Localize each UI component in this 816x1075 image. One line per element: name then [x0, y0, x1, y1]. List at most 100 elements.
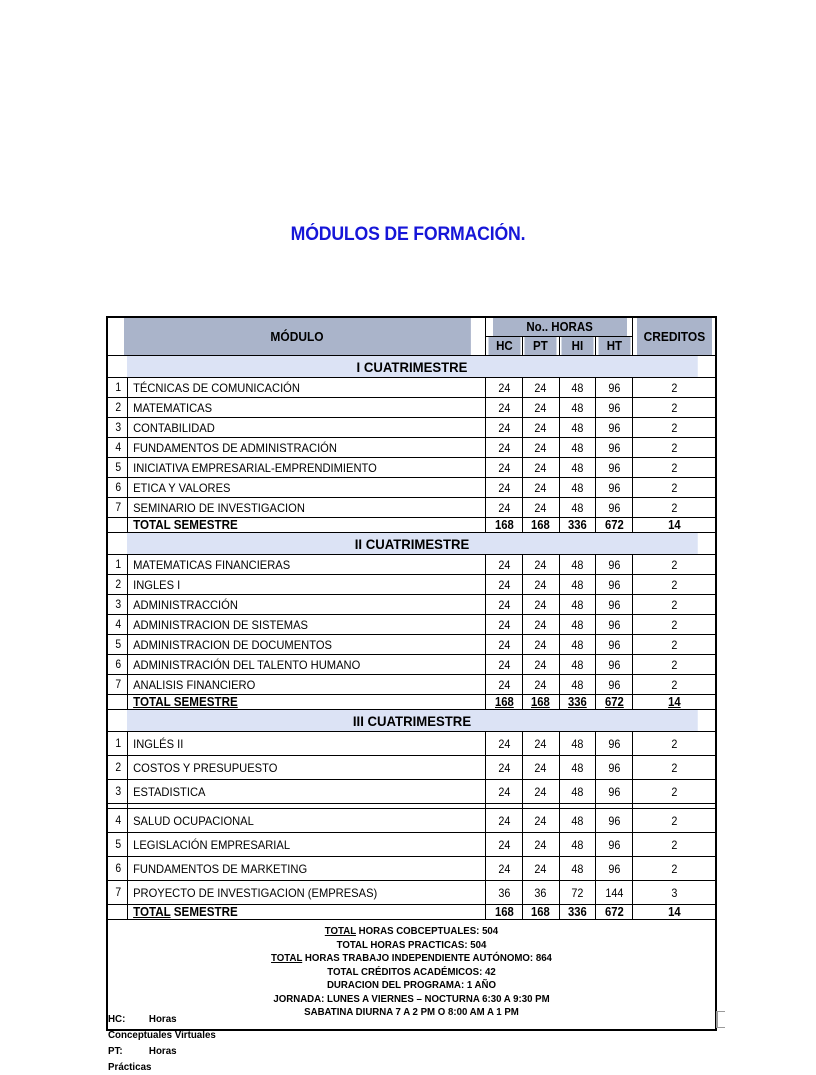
section-band-label: III CUATRIMESTRE	[125, 709, 698, 732]
table-row: 4 SALUD OCUPACIONAL 24 24 48 96 2	[108, 808, 716, 833]
header-creditos: CREDITOS	[635, 317, 713, 356]
header-hc: HC	[486, 336, 522, 356]
row-pt: 24	[523, 377, 558, 398]
row-number: 6	[108, 856, 128, 881]
row-hc: 36	[486, 880, 521, 905]
total-label-rest: SEMESTRE	[170, 905, 238, 919]
summary-row: TOTAL HORAS COBCEPTUALES: 504 TOTAL HORA…	[107, 919, 716, 1030]
row-pt: 24	[523, 417, 558, 438]
row-ht: 96	[597, 755, 632, 780]
table-row: 5 LEGISLACIÓN EMPRESARIAL 24 24 48 96 2	[108, 832, 716, 857]
row-creditos: 2	[636, 497, 712, 518]
row-pt: 24	[523, 832, 558, 857]
row-hi: 48	[560, 477, 595, 498]
row-hi: 48	[560, 614, 595, 635]
legend-row-pt: PT: Horas	[108, 1043, 387, 1059]
row-pt: 24	[523, 457, 558, 478]
summary-line-5: DURACION DEL PROGRAMA: 1 AÑO	[326, 979, 497, 991]
row-number: 2	[108, 574, 128, 595]
row-number: 4	[108, 437, 128, 458]
row-module-name: FUNDAMENTOS DE MARKETING	[127, 856, 461, 881]
row-number: 3	[108, 417, 128, 438]
row-ht: 96	[597, 477, 632, 498]
row-module-name: MATEMATICAS	[127, 397, 461, 418]
table-row: 2 MATEMATICAS 24 24 48 96 2	[108, 397, 716, 418]
total-row-number-cell	[106, 694, 129, 710]
section-band-label: I CUATRIMESTRE	[125, 355, 698, 378]
row-number: 4	[108, 808, 128, 833]
row-number: 5	[108, 832, 128, 857]
table-row: 3 ESTADISTICA 24 24 48 96 2	[108, 779, 716, 804]
row-hc: 24	[486, 832, 521, 857]
table-row: 4 ADMINISTRACION DE SISTEMAS 24 24 48 96 2	[108, 614, 716, 635]
row-module-name: COSTOS Y PRESUPUESTO	[127, 755, 461, 780]
row-pt: 24	[523, 497, 558, 518]
row-module-name: PROYECTO DE INVESTIGACION (EMPRESAS)	[127, 880, 461, 905]
total-hc: 168	[486, 517, 521, 533]
row-creditos: 2	[636, 437, 712, 458]
row-creditos: 2	[636, 755, 712, 780]
row-ht: 96	[597, 554, 632, 575]
row-creditos: 2	[636, 634, 712, 655]
row-hi: 48	[560, 397, 595, 418]
row-module-name: INICIATIVA EMPRESARIAL-EMPRENDIMIENTO	[127, 457, 461, 478]
total-label-underlined: TOTAL	[133, 905, 171, 919]
row-module-name: ADMINISTRACION DE DOCUMENTOS	[127, 634, 461, 655]
summary-line-3-underlined: TOTAL	[271, 952, 303, 964]
row-hc: 24	[486, 808, 521, 833]
row-number: 6	[108, 477, 128, 498]
total-creditos: 14	[636, 694, 712, 710]
row-hi: 48	[560, 808, 595, 833]
row-hc: 24	[486, 377, 521, 398]
total-label: TOTAL SEMESTRE	[127, 904, 461, 920]
row-creditos: 2	[636, 674, 712, 695]
row-ht: 96	[597, 654, 632, 675]
table-row: 1 INGLÉS II 24 24 48 96 2	[108, 731, 716, 756]
summary-line-1-underlined: TOTAL	[324, 925, 356, 937]
legend-hc-key: HC:	[108, 1013, 126, 1025]
table-row: 6 ETICA Y VALORES 24 24 48 96 2	[108, 477, 716, 498]
row-pt: 24	[523, 574, 558, 595]
header-hi: HI	[560, 336, 595, 356]
total-pt: 168	[523, 694, 558, 710]
row-hc: 24	[486, 856, 521, 881]
row-ht: 96	[597, 594, 632, 615]
summary-line-7: SABATINA DIURNA 7 A 2 PM O 8:00 AM A 1 P…	[304, 1006, 519, 1018]
summary-line-1: TOTAL HORAS COBCEPTUALES: 504	[136, 925, 687, 939]
row-creditos: 2	[636, 654, 712, 675]
row-pt: 24	[523, 594, 558, 615]
summary-line-3: TOTAL HORAS TRABAJO INDEPENDIENTE AUTÓNO…	[136, 952, 687, 966]
table-row: 6 FUNDAMENTOS DE MARKETING 24 24 48 96 2	[108, 856, 716, 881]
row-number: 1	[108, 377, 128, 398]
row-creditos: 2	[636, 614, 712, 635]
row-module-name: INGLÉS II	[127, 731, 461, 756]
row-module-name: TÉCNICAS DE COMUNICACIÓN	[127, 377, 461, 398]
total-pt: 168	[523, 904, 558, 920]
row-hc: 24	[486, 614, 521, 635]
row-creditos: 3	[636, 880, 712, 905]
row-hi: 48	[560, 417, 595, 438]
row-module-name: INGLES I	[127, 574, 461, 595]
row-hc: 24	[486, 417, 521, 438]
row-pt: 36	[523, 880, 558, 905]
row-hi: 48	[560, 832, 595, 857]
summary-line-6: JORNADA: LUNES A VIERNES – NOCTURNA 6:30…	[273, 992, 550, 1005]
row-number: 2	[108, 755, 128, 780]
row-module-name: MATEMATICAS FINANCIERAS	[127, 554, 461, 575]
page-title: MÓDULOS DE FORMACIÓN.	[290, 224, 526, 245]
table-row: 1 MATEMATICAS FINANCIERAS 24 24 48 96 2	[108, 554, 716, 575]
total-row: TOTAL SEMESTRE 168 168 336 672 14	[106, 904, 716, 920]
legend-row-hc-cont: Conceptuales Virtuales	[108, 1029, 216, 1041]
row-pt: 24	[523, 779, 558, 804]
row-pt: 24	[523, 614, 558, 635]
total-label: TOTAL SEMESTRE	[127, 694, 461, 710]
row-module-name: LEGISLACIÓN EMPRESARIAL	[127, 832, 461, 857]
section-band-row: I CUATRIMESTRE	[108, 355, 716, 378]
table-row: 7 PROYECTO DE INVESTIGACION (EMPRESAS) 36 3…	[108, 880, 716, 905]
row-creditos: 2	[636, 417, 712, 438]
row-hc: 24	[486, 574, 521, 595]
total-row-number-cell	[106, 517, 129, 533]
row-number: 1	[108, 554, 128, 575]
row-number: 5	[108, 457, 128, 478]
total-ht: 672	[597, 904, 632, 920]
